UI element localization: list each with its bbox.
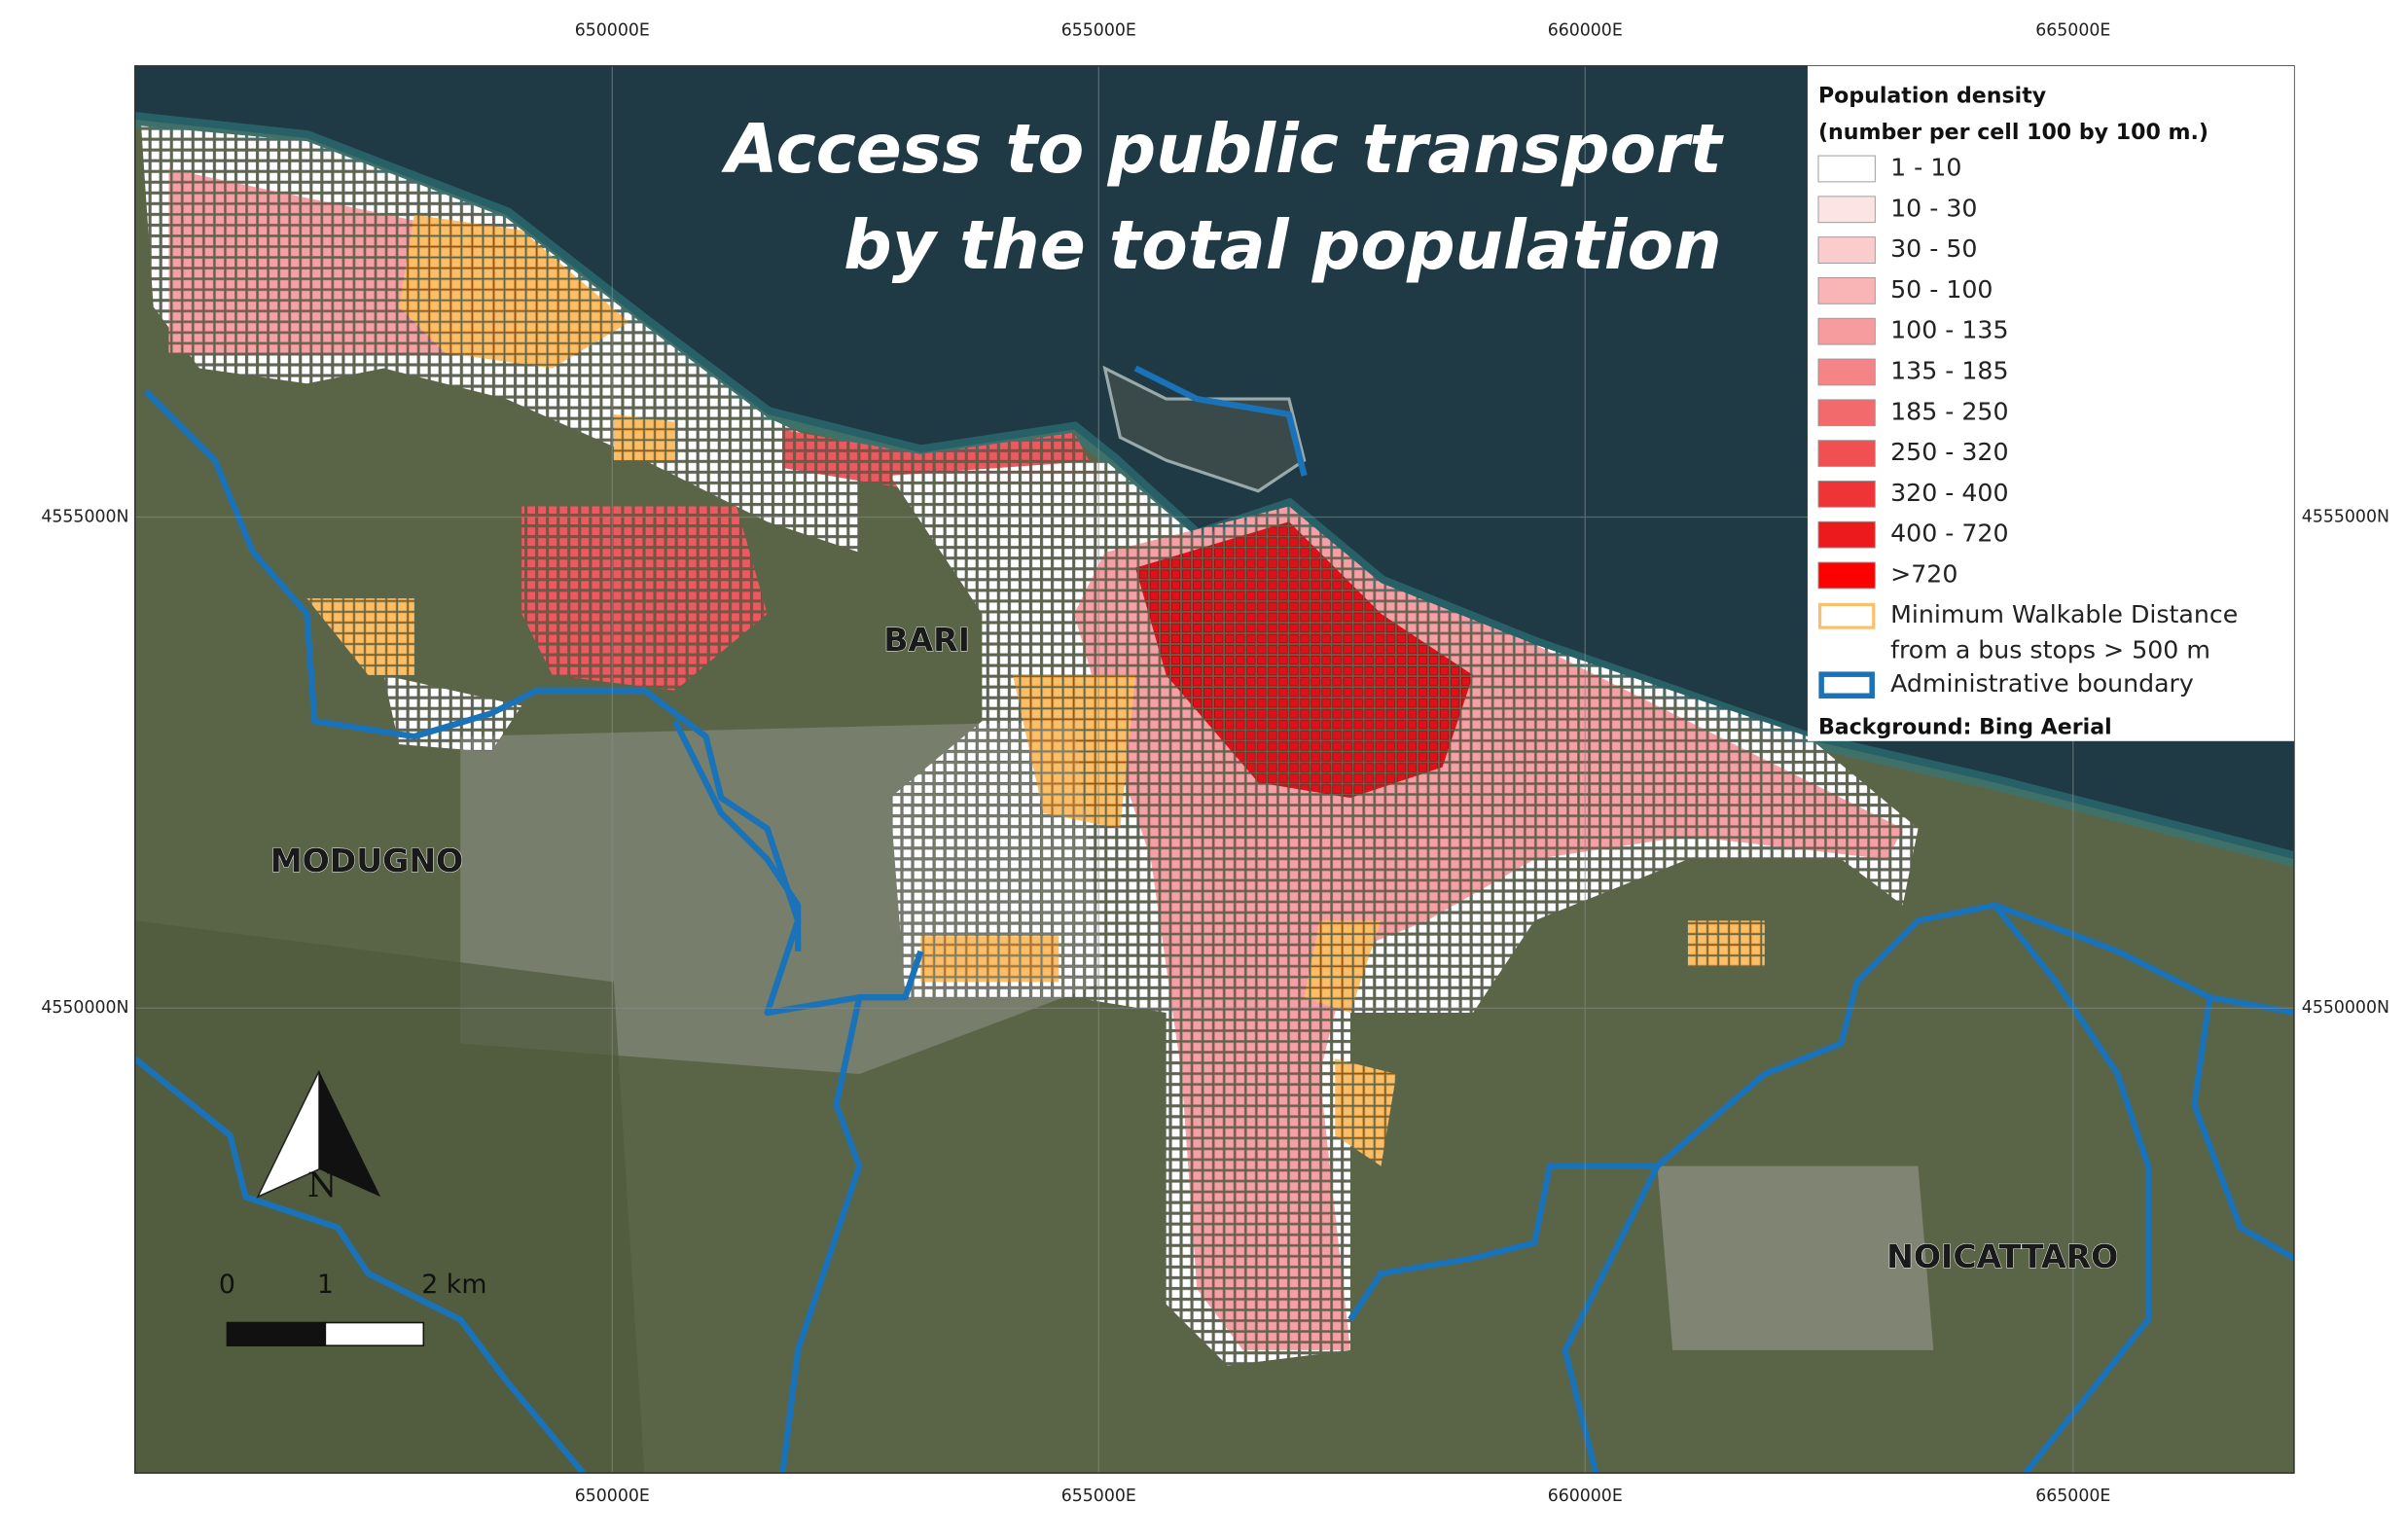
cells-walk <box>306 598 414 675</box>
scale-bar: 0 1 2 km <box>219 1270 486 1346</box>
legend-title: (number per cell 100 by 100 m.) <box>1818 121 2208 145</box>
legend-swatch <box>1818 671 1875 699</box>
legend-label: 320 - 400 <box>1890 479 2008 507</box>
legend-swatch <box>1817 480 1876 508</box>
coord-label: 4555000N <box>41 508 128 527</box>
admin-boundary <box>1992 903 2152 1474</box>
legend-swatch <box>1817 358 1876 386</box>
coord-label: 665000E <box>2035 21 2110 41</box>
town-area <box>1657 1165 1934 1350</box>
legend-label: from a bus stops > 500 m <box>1890 636 2210 664</box>
north-label: N <box>307 1166 337 1205</box>
legend-swatch <box>1817 520 1876 549</box>
cells-high <box>1135 521 1474 799</box>
coord-label: 650000E <box>575 21 650 41</box>
admin-boundary <box>1133 365 1308 477</box>
legend-swatch <box>1817 236 1876 264</box>
legend-swatch <box>1817 155 1876 183</box>
legend-swatch <box>1817 440 1876 467</box>
place-label: MODUGNO <box>270 842 464 879</box>
admin-boundary <box>134 1056 586 1474</box>
harbour <box>1102 365 1307 493</box>
scale-label: 1 <box>317 1270 334 1300</box>
admin-boundary <box>2191 996 2294 1262</box>
coord-label: 655000E <box>1061 21 1136 41</box>
cells-walk <box>1687 920 1765 967</box>
place-label: BARI <box>883 621 970 659</box>
cells-walk <box>920 936 1059 983</box>
scale-label: 2 km <box>421 1270 486 1300</box>
cells-walk <box>613 413 675 461</box>
legend-title: Population density <box>1818 84 2046 108</box>
legend-swatch <box>1817 196 1876 224</box>
legend-swatch <box>1817 602 1876 629</box>
map-title: by the total population <box>844 207 1721 285</box>
place-label: NOICATTARO <box>1886 1237 2118 1275</box>
coord-label: 655000E <box>1061 1486 1136 1506</box>
coord-label: 4555000N <box>2302 508 2389 527</box>
cells-walk <box>1335 1058 1397 1166</box>
legend-swatch <box>1817 277 1876 304</box>
legend-label: 1 - 10 <box>1890 153 1961 181</box>
legend-box <box>1807 65 2294 741</box>
coord-label: 650000E <box>575 1486 650 1506</box>
map-content: Access to public transport by the total … <box>41 21 2389 1506</box>
legend-swatch <box>1817 561 1876 590</box>
fields <box>134 920 645 1474</box>
legend-label: 135 - 185 <box>1890 356 2008 384</box>
legend-label: Minimum Walkable Distance <box>1890 600 2238 628</box>
coord-label: 4550000N <box>2302 998 2389 1018</box>
legend-label: >720 <box>1890 559 1957 588</box>
legend-label: Administrative boundary <box>1890 669 2194 698</box>
coord-label: 4550000N <box>41 998 128 1018</box>
legend-label: 30 - 50 <box>1890 234 1977 263</box>
scale-label: 0 <box>219 1270 235 1300</box>
cells-walk <box>399 214 629 369</box>
legend-label: 185 - 250 <box>1890 397 2008 425</box>
coord-label: 665000E <box>2035 1486 2110 1506</box>
scale-segment <box>324 1321 425 1346</box>
admin-boundary <box>1562 1164 1661 1474</box>
cells-walk <box>1304 920 1382 1013</box>
legend-label: 100 - 135 <box>1890 316 2008 344</box>
legend-label: 250 - 320 <box>1890 438 2008 466</box>
coordinate-labels: 650000E 655000E 660000E 665000E 650000E 65500… <box>41 21 2389 1506</box>
scale-segment <box>226 1321 327 1346</box>
legend: Population density (number per cell 100 … <box>1807 65 2294 741</box>
admin-boundary <box>672 719 802 951</box>
legend-label: 400 - 720 <box>1890 519 2008 548</box>
legend-swatch <box>1817 317 1876 345</box>
admin-boundary <box>779 996 863 1474</box>
legend-label: 10 - 30 <box>1890 194 1977 222</box>
coord-label: 660000E <box>1548 21 1623 41</box>
legend-label: 50 - 100 <box>1890 275 1993 304</box>
coord-label: 660000E <box>1548 1486 1623 1506</box>
cells-walk <box>1012 674 1136 829</box>
legend-background: Background: Bing Aerial <box>1818 715 2112 739</box>
frame-border <box>134 65 2295 1474</box>
legend-swatch <box>1817 399 1876 427</box>
map-title: Access to public transport <box>721 111 1725 189</box>
admin-boundary <box>1347 902 2294 1322</box>
cells-mid <box>521 506 768 691</box>
